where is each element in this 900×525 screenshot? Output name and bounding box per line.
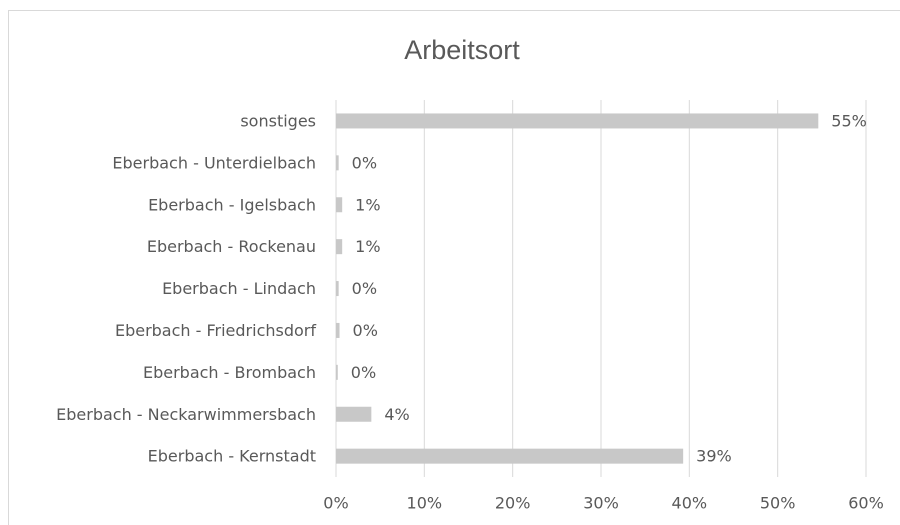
- bar: [336, 448, 684, 464]
- x-tick-label: 0%: [323, 494, 348, 513]
- bar: [336, 113, 819, 129]
- data-label: 0%: [351, 363, 376, 382]
- y-tick-label: sonstiges: [240, 111, 316, 130]
- y-tick-label: Eberbach - Brombach: [143, 363, 316, 382]
- x-tick-label: 20%: [495, 494, 531, 513]
- y-tick-label: Eberbach - Unterdielbach: [112, 153, 316, 172]
- data-label: 0%: [352, 153, 377, 172]
- data-label: 55%: [831, 111, 867, 130]
- y-tick-label: Eberbach - Igelsbach: [148, 195, 316, 214]
- bar: [336, 155, 339, 171]
- data-label: 39%: [696, 447, 732, 466]
- data-label: 0%: [353, 321, 378, 340]
- bar: [336, 197, 343, 213]
- bar: [336, 406, 372, 422]
- y-tick-label: Eberbach - Friedrichsdorf: [115, 321, 316, 340]
- bar: [336, 322, 340, 338]
- y-tick-label: Eberbach - Rockenau: [147, 237, 316, 256]
- x-tick-label: 50%: [760, 494, 796, 513]
- x-tick-label: 30%: [583, 494, 619, 513]
- bar: [336, 281, 339, 297]
- chart-title: Arbeitsort: [404, 35, 520, 65]
- y-tick-label: Eberbach - Kernstadt: [148, 447, 316, 466]
- data-label: 0%: [352, 279, 377, 298]
- bar: [336, 239, 343, 255]
- data-label: 1%: [355, 195, 380, 214]
- x-tick-label: 10%: [407, 494, 443, 513]
- data-label: 1%: [355, 237, 380, 256]
- bar: [336, 364, 338, 380]
- chart-border: [8, 10, 900, 525]
- x-tick-label: 60%: [848, 494, 884, 513]
- y-tick-label: Eberbach - Neckarwimmersbach: [56, 405, 316, 424]
- x-tick-label: 40%: [672, 494, 708, 513]
- data-label: 4%: [384, 405, 409, 424]
- y-tick-label: Eberbach - Lindach: [162, 279, 316, 298]
